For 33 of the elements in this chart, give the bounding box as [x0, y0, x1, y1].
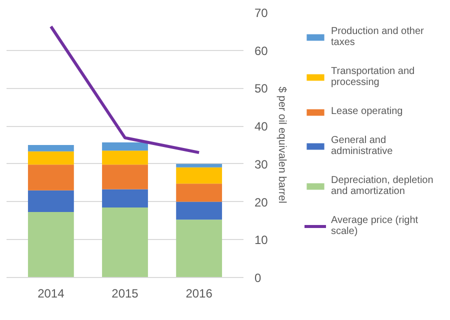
bar [176, 220, 222, 278]
bar [102, 189, 148, 208]
y-tick-label: 40 [254, 120, 268, 134]
legend-label: Depreciation, depletion and amortization [331, 175, 434, 197]
y-tick-label: 0 [254, 271, 262, 285]
bar [176, 167, 222, 184]
bar [102, 150, 148, 165]
bar [28, 145, 74, 152]
bar [176, 202, 222, 220]
y-tick-label: 20 [254, 195, 268, 210]
bar [28, 151, 74, 165]
bar [28, 190, 74, 212]
legend-label: Average price (right scale) [331, 215, 418, 237]
bar [176, 164, 222, 168]
legend-label: General and administrative [331, 135, 393, 157]
x-tick-label: 2014 [38, 286, 65, 300]
legend-label: Production and other taxes [331, 26, 424, 48]
bar [102, 142, 148, 151]
bar [176, 184, 222, 202]
y-axis-title: $ per oil equivalen barrel [276, 86, 288, 204]
y-tick-label: 60 [254, 44, 268, 58]
bar [28, 212, 74, 278]
bar [102, 207, 148, 278]
y-tick-label: 10 [254, 233, 268, 248]
y-tick-label: 30 [254, 157, 268, 172]
bar [102, 164, 148, 190]
x-tick-label: 2015 [112, 286, 139, 300]
x-tick-label: 2016 [186, 286, 213, 300]
y-tick-label: 70 [254, 6, 268, 20]
bar [28, 164, 74, 190]
legend-label: Lease operating [331, 106, 403, 117]
legend-label: Transportation and processing [331, 66, 415, 88]
y-tick-label: 50 [254, 82, 268, 96]
